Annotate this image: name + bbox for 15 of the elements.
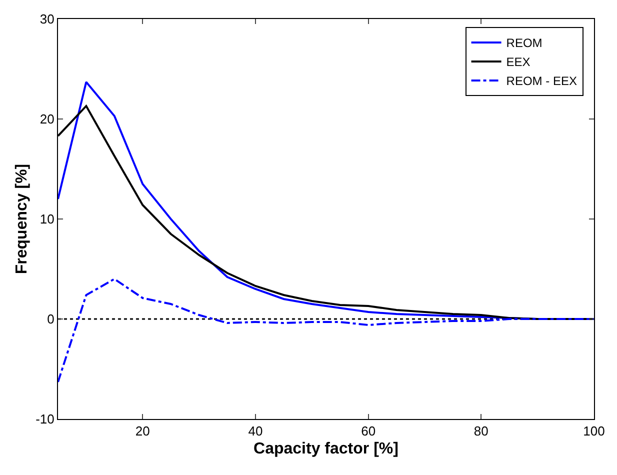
x-tick-label: 100 — [583, 424, 605, 439]
legend-label: EEX — [506, 55, 530, 70]
y-tick-label: 10 — [40, 212, 54, 227]
x-tick-label: 80 — [474, 424, 488, 439]
y-tick-label: -10 — [36, 412, 54, 427]
x-axis-title: Capacity factor [%] — [254, 440, 398, 458]
y-tick-label: 20 — [40, 112, 54, 127]
x-tick-label: 60 — [361, 424, 376, 439]
y-tick-label: 30 — [40, 12, 54, 27]
legend-label: REOM - EEX — [506, 74, 577, 88]
y-axis-title: Frequency [%] — [14, 164, 31, 274]
x-tick-label: 40 — [248, 424, 263, 439]
y-tick-label: 0 — [47, 312, 54, 327]
x-tick-label: 20 — [135, 424, 150, 439]
legend-label: REOM — [506, 36, 542, 50]
